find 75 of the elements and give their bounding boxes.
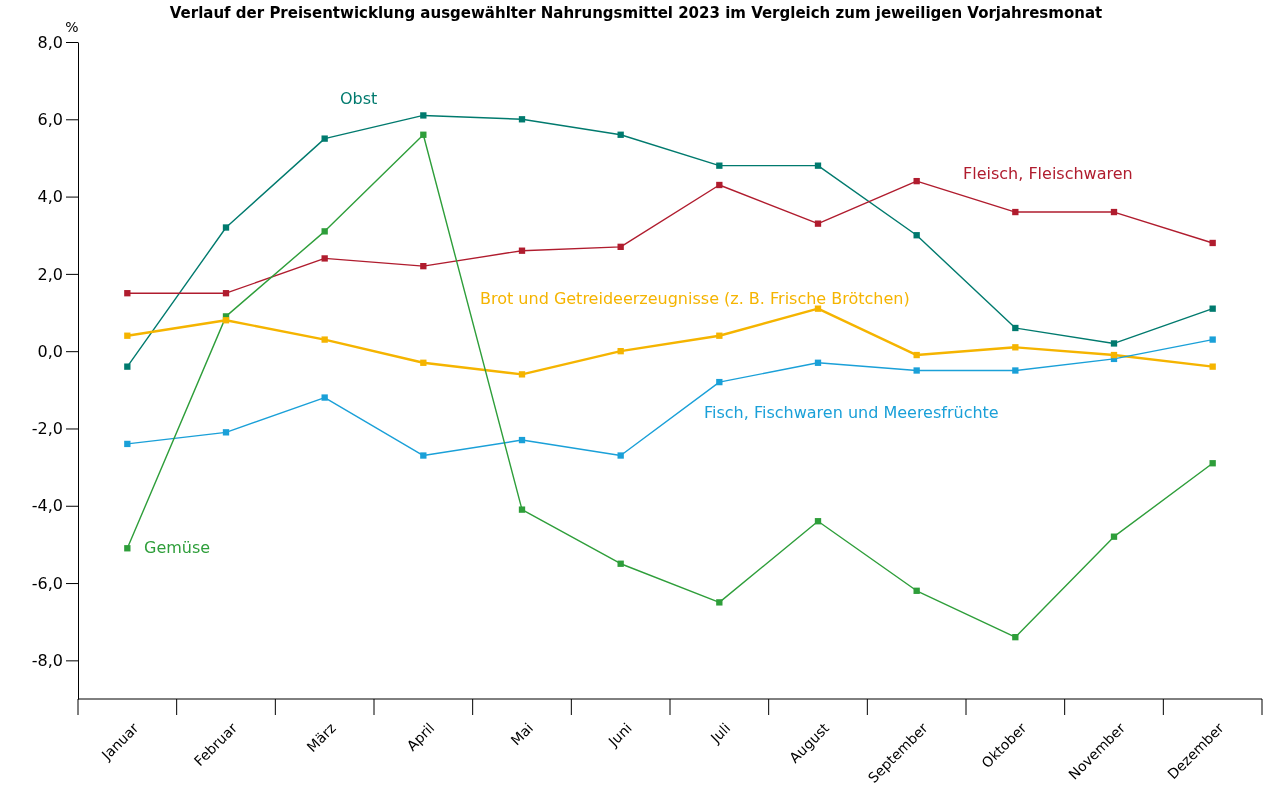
point	[222, 290, 230, 297]
y-tick-label: -8,0	[31, 650, 63, 670]
point	[420, 131, 427, 138]
point	[321, 394, 328, 401]
point	[321, 135, 328, 142]
point	[321, 336, 328, 343]
point	[1110, 533, 1118, 540]
point	[124, 290, 131, 297]
point	[420, 112, 427, 119]
point	[321, 228, 328, 235]
text: Brot und Getreideerzeugnisse (z. B. Frische Brötchen)	[480, 289, 910, 308]
point	[1110, 340, 1118, 347]
point	[814, 359, 822, 366]
point	[420, 359, 427, 366]
point	[716, 599, 723, 606]
y-tick-label: 4,0	[37, 187, 63, 207]
y-tick-label: 2,0	[37, 264, 63, 284]
point	[1012, 367, 1019, 374]
point	[124, 440, 131, 448]
point	[1209, 336, 1216, 343]
point	[913, 587, 920, 594]
y-tick-label: -4,0	[31, 496, 63, 516]
point	[814, 518, 822, 525]
point	[124, 363, 131, 370]
series-label: Fisch, Fischwaren und Meeresfrüchte	[704, 403, 999, 422]
series-label: Fleisch, Fleischwaren	[963, 164, 1133, 183]
point	[124, 545, 131, 552]
series-label: Gemüse	[144, 538, 211, 557]
point	[1012, 344, 1019, 351]
point	[222, 429, 230, 436]
point	[222, 224, 230, 231]
y-tick-label: 0,0	[37, 341, 63, 361]
point	[1110, 351, 1118, 359]
point	[518, 247, 526, 254]
point	[1209, 305, 1216, 312]
point	[1012, 324, 1019, 332]
point	[222, 317, 230, 324]
point	[913, 367, 920, 374]
series-label: Obst	[340, 89, 378, 108]
point	[913, 232, 920, 239]
point	[518, 436, 526, 444]
point	[518, 506, 526, 513]
point	[913, 351, 920, 359]
point	[617, 348, 624, 355]
point	[1209, 460, 1216, 467]
point	[814, 220, 822, 227]
point	[1012, 634, 1019, 641]
point	[913, 177, 920, 185]
point	[1209, 239, 1216, 247]
y-tick-label: 8,0	[37, 32, 63, 52]
y-axis-title: %	[65, 19, 79, 35]
point	[1209, 363, 1216, 370]
chart-title: Verlauf der Preisentwicklung ausgewählter Nahrungsmittel 2023 im Vergleich zum jeweiligen Vorjahresmonat	[169, 4, 1103, 22]
point	[716, 378, 723, 386]
point	[716, 162, 723, 169]
point	[124, 332, 131, 339]
point	[1012, 208, 1019, 216]
point	[617, 131, 624, 138]
x-tick-label: Mai	[507, 719, 537, 749]
y-tick-label: 6,0	[37, 109, 63, 129]
point	[420, 452, 427, 459]
point	[420, 262, 427, 270]
point	[321, 255, 328, 262]
point	[518, 116, 526, 123]
y-tick-label: -6,0	[31, 573, 63, 593]
point	[814, 162, 822, 169]
point	[617, 243, 624, 250]
point	[1110, 208, 1118, 216]
point	[518, 371, 526, 378]
point	[716, 332, 723, 339]
point	[716, 181, 723, 189]
point	[814, 305, 822, 312]
y-tick-label: -2,0	[31, 419, 63, 439]
point	[617, 452, 624, 459]
point	[617, 560, 624, 567]
